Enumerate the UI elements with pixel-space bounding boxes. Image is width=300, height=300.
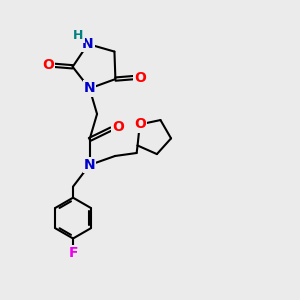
Text: N: N: [84, 82, 95, 95]
Text: O: O: [134, 117, 146, 131]
Text: O: O: [134, 70, 146, 85]
Text: H: H: [73, 29, 84, 42]
Text: F: F: [68, 246, 78, 260]
Text: O: O: [112, 121, 124, 134]
Text: N: N: [82, 37, 94, 51]
Text: N: N: [84, 158, 95, 172]
Text: O: O: [42, 58, 54, 72]
